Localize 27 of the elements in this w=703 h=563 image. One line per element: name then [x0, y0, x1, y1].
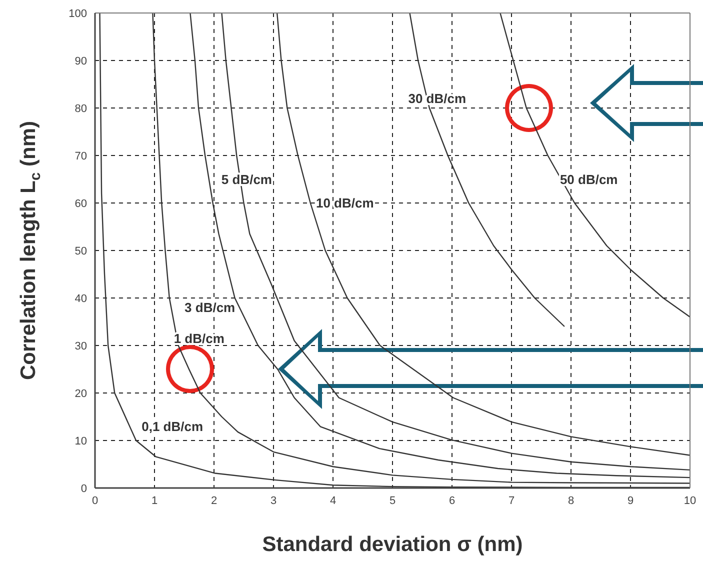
x-tick-label: 0	[92, 494, 98, 507]
y-tick-label: 10	[74, 435, 87, 448]
y-tick-label: 60	[74, 198, 87, 210]
x-tick-label: 6	[448, 494, 456, 507]
y-tick-label: 70	[74, 150, 87, 162]
y-tick-label: 90	[74, 55, 87, 68]
y-tick-label: 100	[68, 8, 87, 20]
x-tick-label: 4	[330, 494, 336, 507]
x-tick-label: 5	[389, 494, 396, 507]
x-tick-label: 1	[151, 494, 158, 507]
x-axis-title: Standard deviation σ (nm)	[262, 533, 523, 556]
x-tick-label: 10	[684, 494, 696, 507]
y-tick-label: 30	[74, 340, 87, 352]
y-tick-label: 20	[74, 388, 87, 400]
x-tick-label: 9	[627, 494, 634, 507]
x-tick-label: 2	[210, 494, 218, 507]
series-label: 0,1 dB/cm	[142, 418, 204, 434]
y-tick-label: 40	[74, 292, 87, 305]
x-tick-label: 8	[568, 494, 574, 507]
x-tick-label: 7	[508, 494, 515, 507]
line-series	[500, 13, 690, 318]
x-tick-label: 3	[270, 494, 277, 507]
series-label: 3 dB/cm	[184, 300, 236, 316]
y-tick-label: 0	[80, 482, 87, 495]
y-tick-label: 50	[74, 245, 87, 258]
y-tick-label: 80	[74, 102, 87, 115]
series-label: 10 dB/cm	[316, 196, 374, 211]
